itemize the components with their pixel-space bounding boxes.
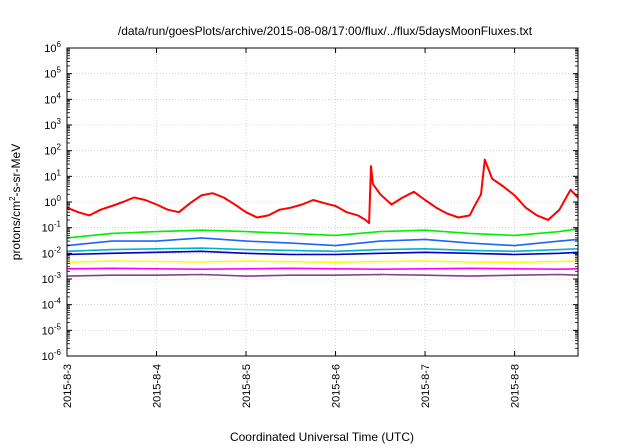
y-axis-label: protons/cm2-s-sr-MeV bbox=[8, 144, 23, 260]
y-tick-label: 10-5 bbox=[42, 322, 62, 337]
x-tick-label: 2015-8-5 bbox=[241, 364, 253, 408]
series-line-2 bbox=[66, 228, 579, 239]
series-group bbox=[66, 158, 579, 277]
series-line-6 bbox=[66, 260, 579, 264]
x-tick-label: 2015-8-4 bbox=[152, 364, 164, 408]
x-tick-label: 2015-8-7 bbox=[420, 364, 432, 408]
y-axis: 10-6 10-5 10-4 10-3 10-2 10-1 100 101 102 103 104 1… bbox=[42, 40, 578, 363]
y-tick-label: 105 bbox=[44, 66, 61, 81]
y-tick-label: 10-4 bbox=[42, 297, 62, 312]
y-tick-label: 10-2 bbox=[42, 245, 62, 260]
y-tick-label: 103 bbox=[44, 117, 61, 132]
y-tick-label: 106 bbox=[44, 40, 61, 55]
y-tick-label: 10-6 bbox=[42, 348, 62, 363]
x-axis-label: Coordinated Universal Time (UTC) bbox=[230, 430, 414, 444]
x-axis: 2015-8-3 2015-8-4 2015-8-5 2015-8-6 2015-8-7… bbox=[62, 48, 522, 408]
series-line-7 bbox=[66, 267, 579, 271]
y-tick-label: 10-3 bbox=[42, 271, 62, 286]
series-line-1 bbox=[66, 158, 579, 225]
x-tick-label: 2015-8-6 bbox=[331, 364, 343, 408]
x-tick-label: 2015-8-3 bbox=[62, 364, 74, 408]
series-line-8 bbox=[66, 273, 579, 277]
y-tick-label: 101 bbox=[44, 168, 61, 183]
y-tick-label: 102 bbox=[44, 143, 61, 158]
series-line-4 bbox=[66, 247, 579, 253]
chart-title: /data/run/goesPlots/archive/2015-08-08/1… bbox=[118, 24, 533, 38]
series-line-3 bbox=[66, 237, 579, 247]
y-tick-label: 10-1 bbox=[42, 220, 62, 235]
y-tick-label: 100 bbox=[44, 194, 61, 209]
x-tick-label: 2015-8-8 bbox=[510, 364, 522, 408]
series-line-5 bbox=[66, 250, 579, 256]
y-tick-label: 104 bbox=[44, 91, 61, 106]
